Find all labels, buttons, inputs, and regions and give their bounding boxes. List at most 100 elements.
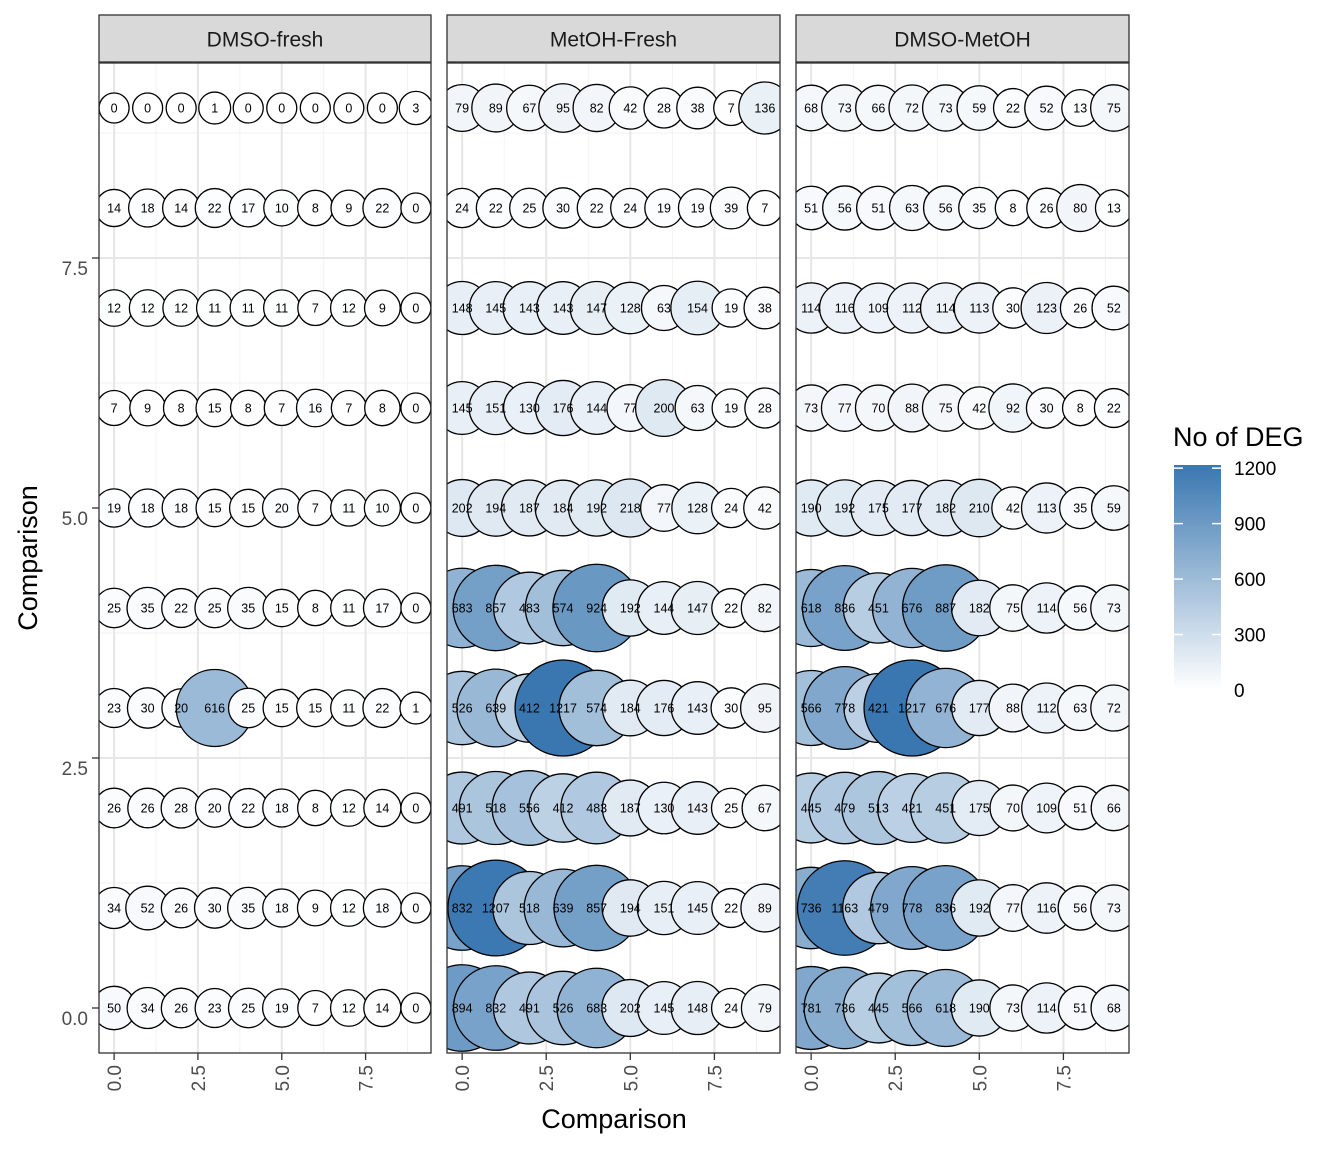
- bubble-label: 35: [241, 902, 255, 916]
- bubble-label: 77: [657, 502, 671, 516]
- bubble-label: 11: [208, 302, 221, 316]
- bubble-label: 10: [375, 502, 389, 516]
- bubble-label: 114: [1037, 602, 1057, 616]
- bubble-label: 112: [902, 302, 922, 316]
- facet-panel-dmso-fresh: 50 34 26 23 25 19 7 12 14 034 52 26 30 35 18 9 12 18 026 26…: [98, 14, 432, 1091]
- bubble-point: [1091, 285, 1129, 331]
- bubble-label: 210: [969, 502, 990, 516]
- bubble-label: 491: [452, 802, 473, 816]
- bubble-label: 11: [242, 302, 255, 316]
- bubble-label: 70: [1006, 802, 1020, 816]
- bubble-label: 518: [485, 802, 506, 816]
- y-tick-label: 2.5: [62, 759, 88, 780]
- bubble-point: [299, 92, 331, 124]
- bubble-label: 73: [1107, 902, 1121, 916]
- x-tick-label: 0.0: [802, 1065, 823, 1091]
- x-tick-label: 0.0: [105, 1065, 126, 1091]
- bubble-label: 144: [654, 602, 675, 616]
- bubble-label: 15: [208, 502, 222, 516]
- bubble-label: 778: [902, 902, 923, 916]
- bubble-label: 22: [174, 602, 188, 616]
- bubble-label: 151: [654, 902, 675, 916]
- bubble-label: 12: [342, 902, 356, 916]
- bubble-label: 176: [654, 702, 675, 716]
- bubble-label: 1217: [898, 702, 926, 716]
- bubble-point: [333, 92, 365, 124]
- bubble-label: 200: [654, 402, 675, 416]
- legend: No of DEG 0 300 600 900 1200: [1173, 422, 1304, 702]
- bubble-label: 184: [620, 702, 641, 716]
- bubble-label: 56: [838, 202, 852, 216]
- bubble-label: 19: [724, 402, 738, 416]
- bubble-label: 0: [278, 102, 285, 116]
- bubble-label: 59: [1107, 502, 1121, 516]
- bubble-point: [1090, 84, 1129, 132]
- bubble-label: 683: [586, 1002, 607, 1016]
- bubble-label: 491: [519, 1002, 540, 1016]
- x-tick-label: 7.5: [357, 1065, 378, 1091]
- bubble-label: 23: [107, 702, 121, 716]
- bubble-point: [740, 883, 780, 933]
- bubble-label: 421: [868, 702, 889, 716]
- bubble-label: 14: [107, 202, 121, 216]
- x-tick-label: 2.5: [189, 1065, 210, 1091]
- bubble-label: 8: [312, 202, 319, 216]
- bubble-label: 19: [275, 1002, 289, 1016]
- bubble-label: 34: [107, 902, 121, 916]
- bubble-label: 30: [1040, 402, 1054, 416]
- bubble-label: 95: [758, 702, 772, 716]
- bubble-point: [740, 683, 780, 733]
- bubble-label: 151: [485, 402, 506, 416]
- bubble-label: 18: [375, 902, 389, 916]
- bubble-label: 35: [141, 602, 155, 616]
- bubble-label: 88: [905, 402, 919, 416]
- bubble-label: 1217: [549, 702, 577, 716]
- bubble-label: 128: [620, 302, 641, 316]
- bubble-label: 8: [1009, 202, 1016, 216]
- bubble-label: 20: [275, 502, 289, 516]
- panel-border: [98, 62, 432, 1054]
- bubble-label: 116: [835, 302, 855, 316]
- bubble-label: 77: [838, 402, 852, 416]
- bubble-label: 618: [935, 1002, 956, 1016]
- bubble-label: 177: [969, 702, 990, 716]
- bubble-label: 7: [761, 202, 768, 216]
- bubble-label: 63: [691, 402, 705, 416]
- bubble-label: 73: [838, 102, 852, 116]
- bubble-point: [398, 90, 431, 126]
- bubble-label: 72: [1107, 702, 1121, 716]
- bubble-label: 184: [553, 502, 574, 516]
- bubble-label: 887: [935, 602, 956, 616]
- bubble-label: 24: [724, 1002, 738, 1016]
- legend-title: No of DEG: [1173, 422, 1304, 452]
- bubble-label: 11: [342, 502, 355, 516]
- bubble-label: 136: [754, 102, 775, 116]
- bubble-label: 80: [1073, 202, 1087, 216]
- bubble-label: 22: [1006, 102, 1020, 116]
- bubble-point: [266, 92, 298, 124]
- bubble-label: 73: [939, 102, 953, 116]
- x-tick-label: 0.0: [453, 1065, 474, 1091]
- bubble-label: 832: [485, 1002, 506, 1016]
- bubble-label: 26: [174, 902, 188, 916]
- bubble-label: 0: [379, 102, 386, 116]
- bubble-label: 192: [586, 502, 607, 516]
- bubble-label: 148: [452, 302, 473, 316]
- bubble-label: 574: [553, 602, 574, 616]
- bubble-label: 56: [1073, 902, 1087, 916]
- bubble-label: 1: [211, 102, 218, 116]
- bubble-label: 451: [868, 602, 889, 616]
- facet-strip-label: DMSO-fresh: [207, 29, 324, 52]
- bubble-label: 566: [902, 1002, 923, 1016]
- bubble-label: 18: [174, 502, 188, 516]
- bubble-label: 34: [141, 1002, 155, 1016]
- bubble-label: 113: [1037, 502, 1057, 516]
- bubble-label: 15: [275, 602, 289, 616]
- bubble-label: 35: [972, 202, 986, 216]
- bubble-label: 22: [590, 202, 604, 216]
- bubble-label: 67: [758, 802, 772, 816]
- bubble-label: 30: [556, 202, 570, 216]
- bubble-label: 12: [342, 302, 356, 316]
- bubble-label: 42: [972, 402, 986, 416]
- bubble-label: 114: [801, 302, 821, 316]
